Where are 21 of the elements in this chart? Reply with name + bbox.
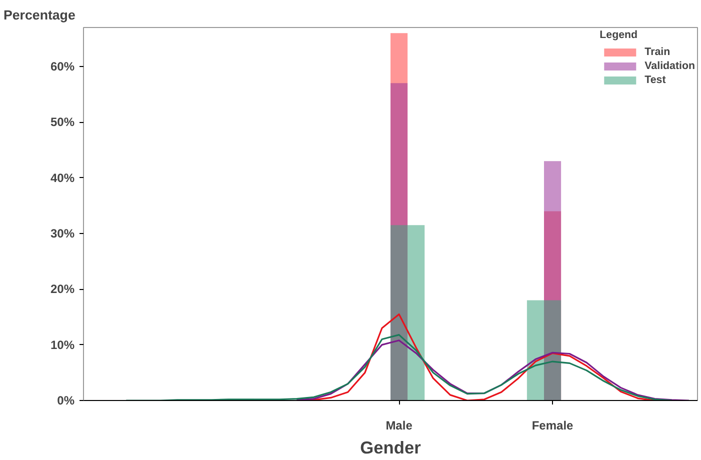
bar — [544, 300, 562, 400]
line-series — [296, 340, 690, 400]
y-tick-label: 10% — [50, 338, 75, 352]
x-tick-label: Male — [386, 418, 413, 432]
bar — [526, 300, 544, 400]
y-tick-label: 0% — [57, 394, 75, 408]
y-tick-label: 40% — [50, 170, 75, 185]
bar — [390, 225, 408, 400]
x-tick-label: Female — [532, 418, 574, 432]
bar — [408, 225, 425, 400]
legend-label: Validation — [644, 60, 695, 72]
y-axis-title: Percentage — [4, 8, 76, 22]
y-tick-label: 20% — [50, 282, 75, 296]
x-axis-title: Gender — [360, 438, 422, 458]
y-tick-label: 60% — [50, 59, 75, 74]
line-series — [125, 334, 673, 400]
y-tick-label: 30% — [50, 226, 75, 240]
legend-title: Legend — [600, 29, 639, 41]
y-tick-label: 50% — [50, 115, 75, 130]
legend-label: Train — [644, 46, 670, 58]
legend-label: Test — [644, 74, 666, 86]
